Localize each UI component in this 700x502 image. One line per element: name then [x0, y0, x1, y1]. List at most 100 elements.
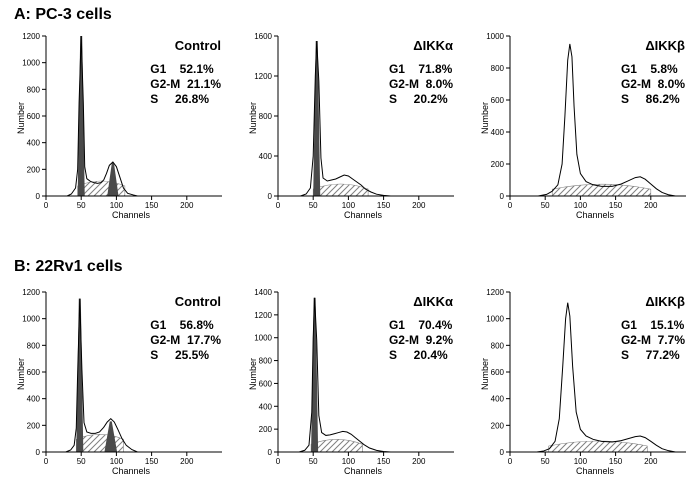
y-tick-label: 0 [36, 448, 41, 457]
y-tick-label: 200 [259, 425, 273, 434]
y-tick-label: 1000 [22, 315, 40, 324]
y-tick-label: 400 [259, 402, 273, 411]
y-tick-label: 600 [27, 368, 41, 377]
x-tick-label: 50 [541, 457, 550, 466]
x-tick-label: 200 [180, 457, 194, 466]
y-tick-label: 200 [27, 165, 41, 174]
axes [510, 36, 686, 196]
x-tick-label: 150 [609, 457, 623, 466]
y-tick-label: 800 [259, 112, 273, 121]
histogram-chart: 050100150200040080012001600ΔIKKαG1 71.8%… [240, 30, 465, 230]
cell-cycle-stats: G1 70.4% G2-M 9.2% S 20.4% [389, 318, 453, 363]
y-tick-label: 1000 [254, 334, 272, 343]
x-axis-label: Channels [112, 466, 150, 476]
y-axis-label: Number [480, 358, 490, 390]
y-tick-label: 1000 [22, 59, 40, 68]
chart-svg: 05010015020002004006008001000 [472, 30, 697, 230]
y-tick-label: 400 [491, 395, 505, 404]
y-tick-label: 400 [27, 139, 41, 148]
x-tick-label: 0 [508, 201, 513, 210]
y-tick-label: 200 [491, 160, 505, 169]
y-tick-label: 200 [27, 421, 41, 430]
y-axis-label: Number [16, 102, 26, 134]
y-tick-label: 0 [500, 448, 505, 457]
x-tick-label: 200 [180, 201, 194, 210]
condition-label: Control [175, 294, 221, 309]
s-phase-region [549, 441, 648, 452]
row-A: 0 50 100 150 200 0 200 400 600 800 1000 1200 Control… [0, 30, 700, 230]
panel-title-B: B: 22Rv1 cells [14, 258, 123, 276]
x-tick-label: 200 [644, 201, 658, 210]
x-axis-label: Channels [112, 210, 150, 220]
x-axis-label: Channels [344, 210, 382, 220]
histogram-outline [67, 36, 137, 196]
histogram-chart: 050100150200020040060080010001200Control… [8, 286, 233, 486]
y-tick-label: 1400 [254, 288, 272, 297]
x-tick-label: 200 [644, 457, 658, 466]
x-tick-label: 100 [574, 457, 588, 466]
x-tick-label: 0 [508, 457, 513, 466]
condition-label: ΔIKKβ [645, 294, 685, 309]
histogram-chart: 050100150200020040060080010001200Control… [8, 30, 233, 230]
axes [46, 292, 222, 452]
x-axis-label: Channels [576, 210, 614, 220]
y-tick-label: 200 [491, 421, 505, 430]
s-phase-region [313, 184, 368, 196]
y-tick-label: 0 [268, 448, 273, 457]
x-tick-label: 50 [309, 201, 318, 210]
x-tick-label: 150 [609, 201, 623, 210]
condition-label: ΔIKKβ [645, 38, 685, 53]
y-tick-label: 1000 [486, 315, 504, 324]
y-tick-label: 400 [259, 152, 273, 161]
y-tick-label: 1200 [254, 72, 272, 81]
axes [46, 36, 222, 196]
chart-svg: 0 50 100 150 200 0 200 400 600 800 1000 1200 [472, 286, 697, 486]
y-tick-label: 800 [259, 357, 273, 366]
x-tick-label: 100 [574, 201, 588, 210]
figure-root: A: PC-3 cells B: 22Rv1 cells 0 50 100 150 20… [0, 0, 700, 502]
cell-cycle-stats: G1 5.8% G2-M 8.0% S 86.2% [621, 62, 685, 107]
y-tick-label: 1200 [254, 311, 272, 320]
x-tick-label: 0 [44, 457, 49, 466]
x-tick-label: 50 [541, 201, 550, 210]
y-tick-label: 1200 [22, 32, 40, 41]
y-axis-label: Number [248, 358, 258, 390]
condition-label: ΔIKKα [413, 294, 453, 309]
x-tick-label: 100 [110, 457, 124, 466]
chart-svg: 050100150200040080012001600 [240, 30, 465, 230]
y-tick-label: 600 [27, 112, 41, 121]
y-tick-label: 1000 [486, 32, 504, 41]
y-tick-label: 800 [27, 341, 41, 350]
y-tick-label: 600 [491, 368, 505, 377]
x-tick-label: 50 [77, 457, 86, 466]
x-tick-label: 50 [77, 201, 86, 210]
panel-title-A: A: PC-3 cells [14, 6, 112, 24]
s-phase-region [311, 439, 362, 452]
condition-label: Control [175, 38, 221, 53]
x-tick-label: 0 [44, 201, 49, 210]
x-tick-label: 100 [342, 457, 356, 466]
x-tick-label: 0 [276, 201, 281, 210]
axes [278, 292, 454, 452]
chart-svg: 0501001502000200400600800100012001400 [240, 286, 465, 486]
axes [278, 36, 454, 196]
x-tick-label: 150 [377, 457, 391, 466]
x-tick-label: 0 [276, 457, 281, 466]
chart-svg: 050100150200020040060080010001200 [8, 286, 233, 486]
x-axis-label: Channels [344, 466, 382, 476]
row-B: 050100150200020040060080010001200Control… [0, 286, 700, 486]
y-tick-label: 800 [491, 341, 505, 350]
cell-cycle-stats: G1 15.1% G2-M 7.7% S 77.2% [621, 318, 685, 363]
x-tick-label: 50 [309, 457, 318, 466]
y-tick-label: 1200 [486, 288, 504, 297]
axes [510, 292, 686, 452]
x-tick-label: 150 [145, 201, 159, 210]
y-tick-label: 600 [259, 379, 273, 388]
chart-svg: 050100150200020040060080010001200 [8, 30, 233, 230]
y-tick-label: 0 [500, 192, 505, 201]
histogram-chart: 0501001502000200400600800100012001400ΔIK… [240, 286, 465, 486]
y-tick-label: 0 [268, 192, 273, 201]
y-axis-label: Number [248, 102, 258, 134]
x-tick-label: 150 [377, 201, 391, 210]
y-tick-label: 600 [491, 96, 505, 105]
